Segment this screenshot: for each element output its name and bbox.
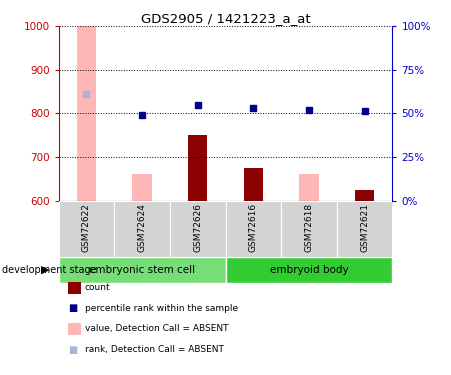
Bar: [337, 201, 392, 257]
Text: GSM72626: GSM72626: [193, 203, 202, 252]
Text: embryoid body: embryoid body: [270, 265, 348, 275]
Bar: [114, 201, 170, 257]
Bar: [226, 257, 392, 283]
Bar: [132, 174, 152, 201]
Text: GSM72616: GSM72616: [249, 203, 258, 252]
Bar: [244, 168, 263, 201]
Text: rank, Detection Call = ABSENT: rank, Detection Call = ABSENT: [85, 345, 224, 354]
Text: GSM72621: GSM72621: [360, 203, 369, 252]
Bar: [188, 135, 207, 201]
Bar: [77, 26, 96, 201]
Bar: [355, 190, 374, 201]
Text: ▶: ▶: [41, 265, 50, 275]
Text: count: count: [85, 283, 110, 292]
Text: GSM72618: GSM72618: [304, 203, 313, 252]
Bar: [170, 201, 226, 257]
Text: value, Detection Call = ABSENT: value, Detection Call = ABSENT: [85, 324, 228, 333]
Text: GSM72624: GSM72624: [138, 203, 147, 252]
Text: GSM72622: GSM72622: [82, 203, 91, 252]
Bar: [226, 201, 281, 257]
Text: embryonic stem cell: embryonic stem cell: [89, 265, 195, 275]
Title: GDS2905 / 1421223_a_at: GDS2905 / 1421223_a_at: [141, 12, 310, 25]
Bar: [299, 174, 319, 201]
Bar: [59, 201, 114, 257]
Bar: [281, 201, 337, 257]
Text: ■: ■: [69, 303, 78, 313]
Text: percentile rank within the sample: percentile rank within the sample: [85, 304, 238, 313]
Bar: [59, 257, 226, 283]
Text: ■: ■: [69, 345, 78, 354]
Text: development stage: development stage: [2, 265, 97, 275]
